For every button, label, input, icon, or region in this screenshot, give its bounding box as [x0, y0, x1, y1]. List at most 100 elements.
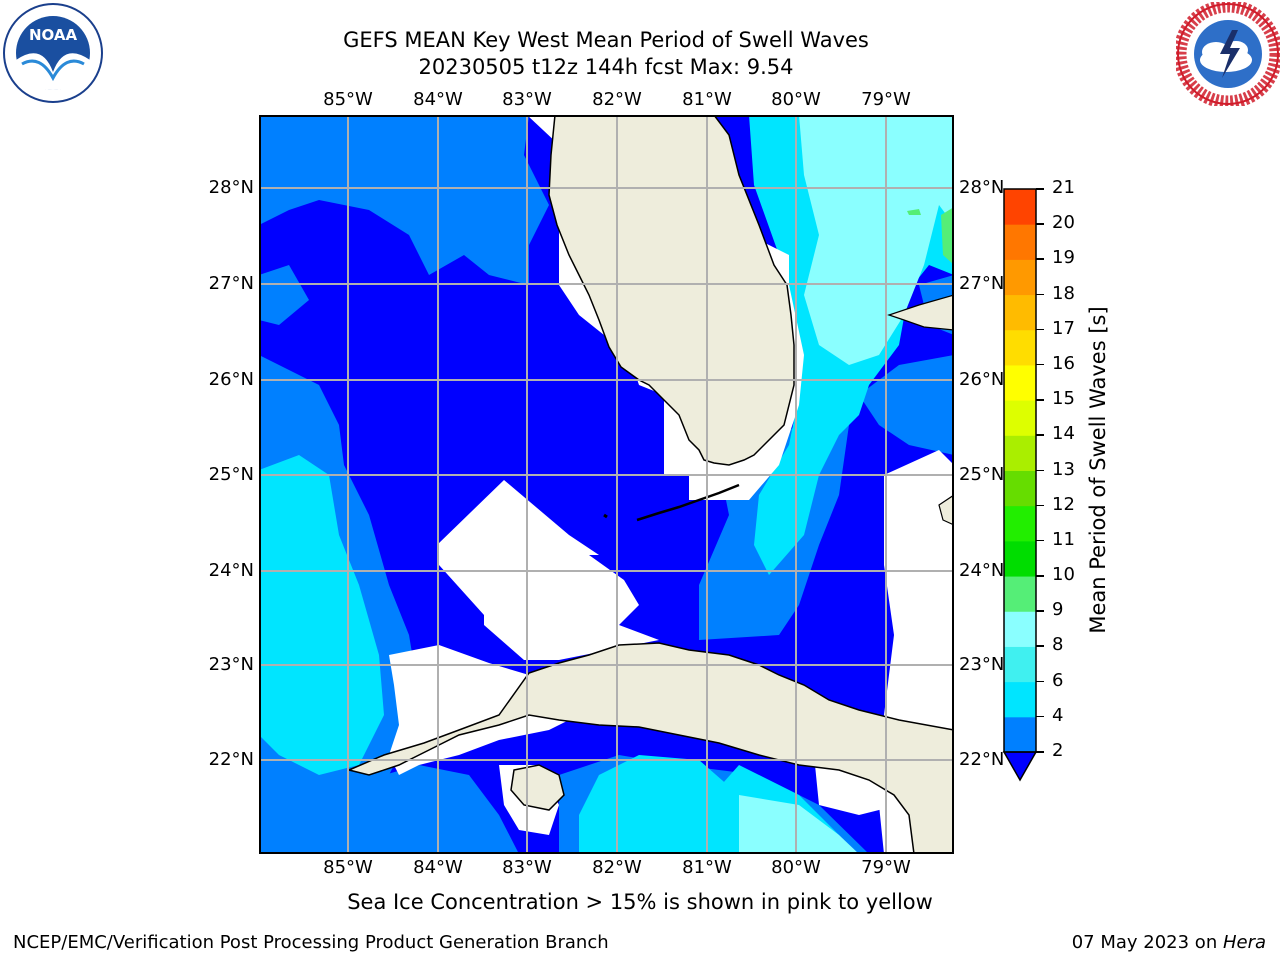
- colorbar-tick-label: 18: [1052, 282, 1075, 304]
- lat-label-left: 27°N: [208, 273, 254, 294]
- colorbar-tick-label: 6: [1052, 669, 1064, 691]
- colorbar-tick-mark: [1036, 188, 1044, 190]
- map-gridlines: [259, 115, 954, 854]
- colorbar-tick-label: 20: [1052, 212, 1075, 234]
- noaa-logo-text: NOAA: [29, 26, 78, 44]
- lon-label-bottom: 81°W: [682, 857, 732, 878]
- lon-label-top: 81°W: [682, 89, 732, 110]
- lat-label-right: 22°N: [959, 749, 1005, 770]
- noaa-logo: NOAA: [3, 3, 103, 103]
- colorbar-tick-mark: [1036, 680, 1044, 683]
- colorbar-tick-label: 10: [1052, 564, 1075, 586]
- colorbar-tick-mark: [1036, 504, 1044, 507]
- colorbar-block: [1004, 646, 1036, 683]
- colorbar-tick-mark: [1036, 751, 1044, 753]
- colorbar-tick-label: 16: [1052, 352, 1075, 374]
- swell-contour-9-10: [907, 207, 954, 265]
- colorbar-tick-mark: [1036, 293, 1044, 296]
- lat-label-left: 26°N: [208, 369, 254, 390]
- colorbar-tick-label: 11: [1052, 528, 1075, 550]
- colorbar-tick-label: 13: [1052, 458, 1075, 480]
- colorbar-block: [1004, 611, 1036, 647]
- colorbar-block: [1004, 470, 1036, 507]
- lat-label-right: 27°N: [959, 273, 1005, 294]
- colorbar-tick-mark: [1036, 645, 1044, 647]
- lon-label-bottom: 83°W: [502, 857, 552, 878]
- map-frame: [259, 115, 954, 854]
- colorbar-tick-label: 17: [1052, 317, 1075, 339]
- lon-label-bottom: 80°W: [771, 857, 821, 878]
- colorbar-tick-mark: [1036, 223, 1044, 225]
- colorbar-blocks: [1004, 189, 1036, 753]
- dry-tortugas: [603, 513, 608, 519]
- chart-title: GEFS MEAN Key West Mean Period of Swell …: [343, 28, 869, 52]
- colorbar-tick-mark: [1036, 715, 1044, 718]
- colorbar-block: [1004, 259, 1036, 296]
- land-florida: [548, 115, 795, 466]
- colorbar-tick-label: 19: [1052, 247, 1075, 269]
- colorbar-tick-mark: [1036, 328, 1044, 331]
- lat-label-right: 23°N: [959, 654, 1005, 675]
- colorbar-tick-label: 8: [1052, 634, 1064, 656]
- lat-label-left: 25°N: [208, 464, 254, 485]
- colorbar-tick-label: 15: [1052, 388, 1075, 410]
- footer-date-text: 07 May 2023 on: [1071, 932, 1223, 953]
- lon-label-bottom: 82°W: [592, 857, 642, 878]
- colorbar-tick-mark: [1036, 258, 1044, 260]
- florida-keys: [636, 483, 740, 522]
- colorbar-tick-label: 2: [1052, 740, 1064, 761]
- colorbar-label: Mean Period of Swell Waves [s]: [1086, 306, 1110, 634]
- colorbar-block: [1004, 294, 1036, 331]
- lon-label-top: 83°W: [502, 89, 552, 110]
- land-bahamas-north: [887, 294, 954, 331]
- colorbar-tick-label: 21: [1052, 177, 1075, 198]
- lat-label-right: 28°N: [959, 177, 1005, 198]
- lon-label-bottom: 84°W: [413, 857, 463, 878]
- swell-contour-8-9: [739, 115, 954, 854]
- lat-label-left: 23°N: [208, 654, 254, 675]
- lon-label-top: 80°W: [771, 89, 821, 110]
- footer-date: 07 May 2023 on Hera: [1072, 932, 1266, 953]
- colorbar-tick-mark: [1036, 575, 1044, 577]
- land-andros: [938, 494, 954, 526]
- land-cuba: [346, 642, 954, 854]
- colorbar-extend-arrow: [1002, 751, 1038, 782]
- colorbar-block: [1004, 364, 1036, 401]
- colorbar-tick-mark: [1036, 434, 1044, 436]
- lon-label-top: 82°W: [592, 89, 642, 110]
- map-panel: [259, 115, 954, 854]
- colorbar-tick-label: 12: [1052, 493, 1075, 515]
- colorbar-block: [1004, 505, 1036, 542]
- colorbar: [1002, 188, 1038, 782]
- colorbar-tick-label: 4: [1052, 704, 1064, 726]
- land-isla-juventud: [510, 764, 565, 811]
- lat-label-left: 24°N: [208, 560, 254, 581]
- colorbar-block: [1004, 189, 1036, 225]
- colorbar-block: [1004, 435, 1036, 471]
- footer-host: Hera: [1222, 932, 1266, 953]
- chart-subtitle: 20230505 t12z 144h fcst Max: 9.54: [418, 55, 794, 79]
- colorbar-block: [1004, 540, 1036, 577]
- lon-label-bottom: 79°W: [861, 857, 911, 878]
- colorbar-tick-mark: [1036, 610, 1044, 612]
- colorbar-tick-label: 9: [1052, 599, 1064, 621]
- colorbar-block: [1004, 329, 1036, 366]
- colorbar-tick-mark: [1036, 539, 1044, 542]
- lat-label-left: 28°N: [208, 177, 254, 198]
- lon-label-top: 79°W: [861, 89, 911, 110]
- colorbar-tick-mark: [1036, 469, 1044, 471]
- lon-label-top: 84°W: [413, 89, 463, 110]
- colorbar-block: [1004, 716, 1036, 753]
- lat-label-left: 22°N: [208, 749, 254, 770]
- sea-ice-caption: Sea Ice Concentration > 15% is shown in …: [347, 890, 933, 914]
- colorbar-block: [1004, 681, 1036, 718]
- lat-label-right: 26°N: [959, 369, 1005, 390]
- nws-logo: [1176, 2, 1280, 106]
- lon-label-bottom: 85°W: [323, 857, 373, 878]
- lat-label-right: 25°N: [959, 464, 1005, 485]
- colorbar-block: [1004, 224, 1036, 260]
- lon-label-top: 85°W: [323, 89, 373, 110]
- colorbar-block: [1004, 400, 1036, 436]
- footer-credit: NCEP/EMC/Verification Post Processing Pr…: [13, 932, 609, 953]
- colorbar-tick-mark: [1036, 399, 1044, 401]
